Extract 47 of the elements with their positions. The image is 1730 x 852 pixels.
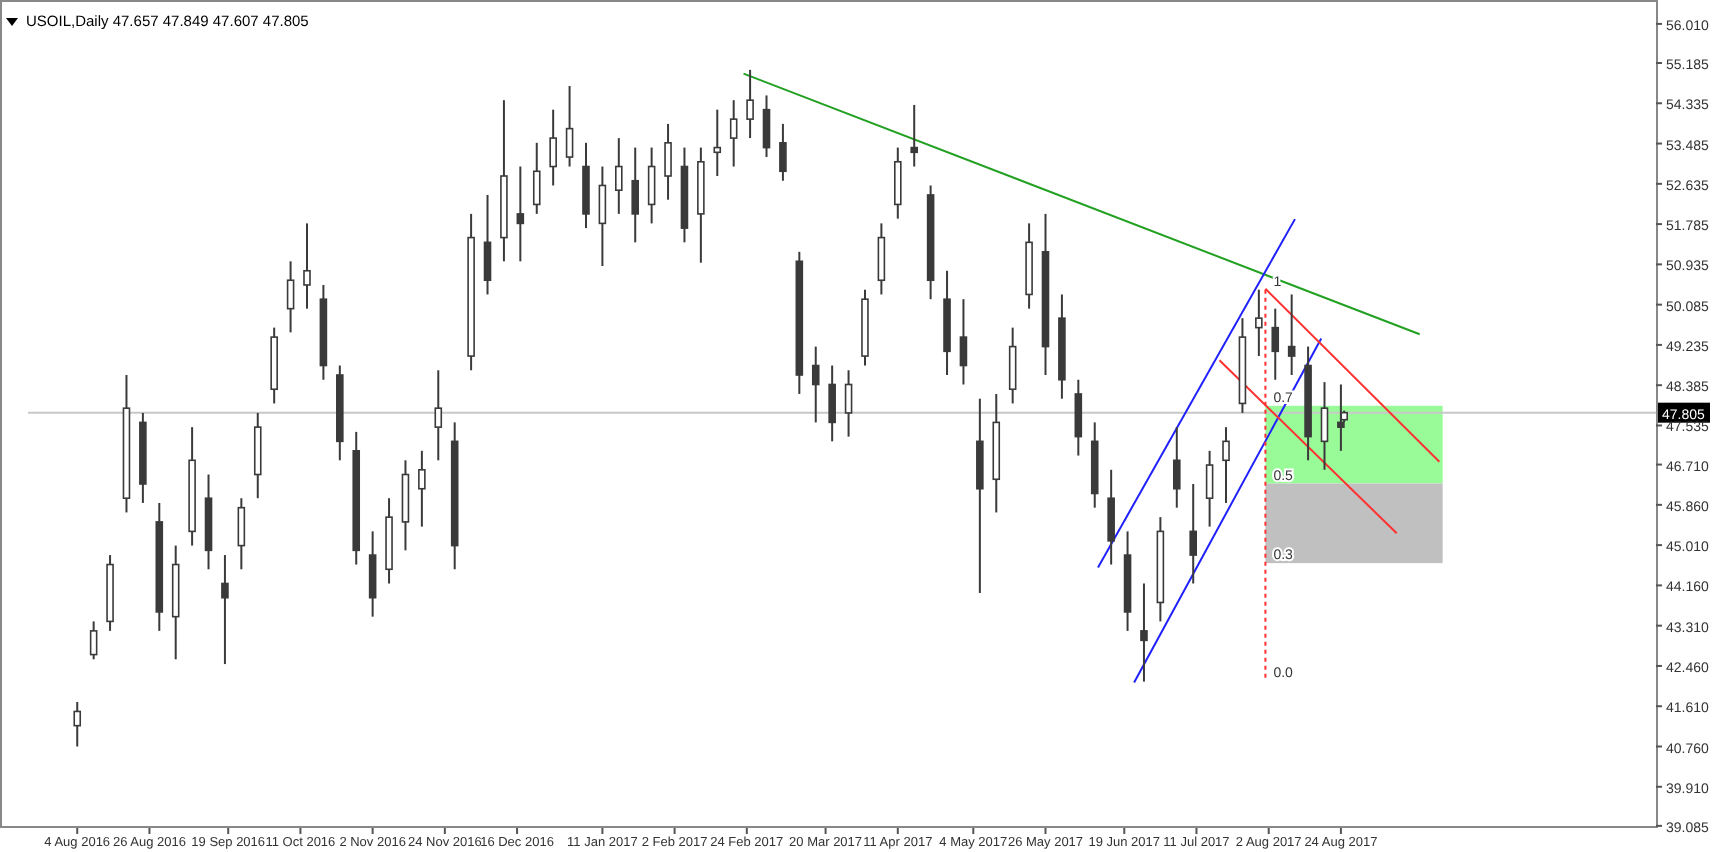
candlestick: [303, 222, 311, 310]
candlestick: [73, 700, 82, 748]
candlestick: [237, 497, 246, 571]
candlestick: [598, 165, 607, 268]
candlestick: [434, 369, 443, 462]
candlestick: [1271, 307, 1280, 381]
candlestick: [729, 99, 738, 168]
candlestick: [1074, 378, 1083, 457]
candlestick: [1255, 288, 1263, 358]
candlestick: [762, 94, 771, 159]
candlestick: [1172, 426, 1181, 509]
candlestick: [894, 146, 902, 220]
candlestick: [877, 222, 886, 296]
candlestick: [253, 411, 262, 500]
candlestick: [221, 554, 229, 666]
candlestick: [532, 141, 541, 215]
candlestick: [1320, 381, 1329, 471]
candlestick: [1189, 483, 1197, 585]
candlestick: [1008, 326, 1017, 405]
candlestick: [959, 298, 968, 386]
candlestick: [1107, 468, 1115, 566]
candlestick: [89, 620, 98, 661]
candlestick: [746, 68, 754, 140]
candlestick: [910, 103, 919, 168]
candlestick: [418, 449, 426, 528]
candlestick: [976, 397, 984, 594]
candlestick: [844, 369, 853, 438]
candlestick: [647, 146, 656, 225]
candlestick: [828, 364, 836, 443]
candlestick: [565, 84, 574, 168]
candlestick: [664, 122, 672, 201]
candlestick: [1222, 426, 1230, 504]
candlestick: [401, 459, 410, 552]
candlestick: [615, 137, 623, 215]
candlestick: [631, 146, 640, 244]
candlestick: [1205, 449, 1214, 528]
candlestick: [1140, 582, 1148, 683]
candlestick: [811, 345, 820, 424]
candlestick: [483, 193, 492, 296]
candlestick: [779, 122, 787, 182]
candlestick: [582, 141, 590, 230]
candlestick: [549, 108, 557, 187]
candlestick: [516, 165, 525, 263]
candlestick: [1287, 293, 1296, 377]
candlestick: [286, 260, 295, 334]
candlestick: [713, 108, 722, 177]
candlestick: [368, 530, 377, 618]
